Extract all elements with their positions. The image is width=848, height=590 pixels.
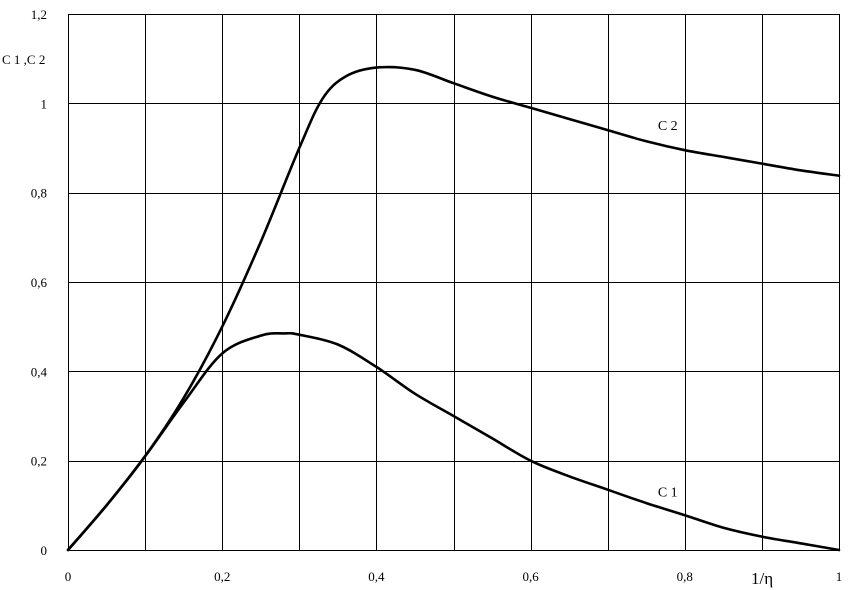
y-tick-label: 1,2 — [31, 7, 47, 22]
series-line-c1 — [66, 331, 841, 552]
x-tick-label: 1 — [836, 569, 843, 584]
curve-label: C 1 — [658, 485, 678, 500]
y-tick-label: 0 — [41, 543, 48, 558]
y-tick-label: 0,8 — [31, 186, 47, 201]
x-axis-label: 1/η — [751, 569, 773, 588]
y-axis-label: C 1 ,C 2 — [2, 52, 45, 67]
grid-lines — [68, 14, 840, 551]
x-tick-label: 0 — [65, 569, 72, 584]
series-lines — [66, 65, 841, 552]
x-tick-label: 0,4 — [368, 569, 385, 584]
curve-label: C 2 — [658, 119, 678, 134]
x-tick-label: 0,6 — [522, 569, 539, 584]
y-tick-label: 0,6 — [31, 275, 48, 290]
x-tick-label: 0,2 — [214, 569, 230, 584]
y-tick-label: 1 — [41, 96, 48, 111]
x-tick-label: 0,8 — [677, 569, 693, 584]
series-line-c2 — [66, 65, 841, 552]
y-tick-label: 0,4 — [31, 364, 48, 379]
tick-labels: 0 0,2 0,4 0,6 0,8 1 0 0,2 0,4 0,6 0,8 1 1,2 — [31, 7, 843, 584]
annotations: C 2 C 1 — [658, 119, 678, 500]
y-tick-label: 0,2 — [31, 454, 47, 469]
